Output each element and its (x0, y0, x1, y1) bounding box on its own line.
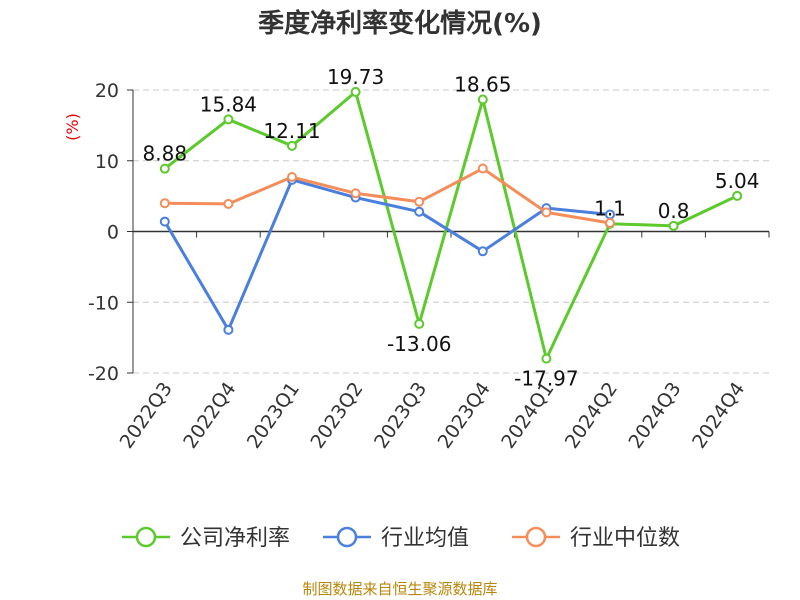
legend: 公司净利率 行业均值 行业中位数 (122, 526, 680, 551)
data-point (668, 220, 679, 231)
y-axis-label: (%) (63, 113, 82, 141)
x-tick-label: 2024Q3 (624, 378, 685, 452)
source-note: 制图数据来自恒生聚源数据库 (302, 580, 497, 598)
legend-label: 行业均值 (381, 526, 469, 551)
legend-label: 公司净利率 (180, 526, 290, 551)
x-tick-label: 2023Q2 (306, 378, 367, 452)
series-layer (159, 86, 743, 364)
legend-item[interactable]: 行业中位数 (512, 526, 680, 551)
legend-label: 行业中位数 (570, 526, 680, 551)
y-tick-label: -10 (88, 292, 119, 314)
data-point (477, 246, 488, 257)
data-point (159, 163, 170, 174)
data-point (223, 114, 234, 125)
series-0 (159, 86, 743, 364)
x-tick-label: 2023Q3 (370, 378, 431, 452)
x-tick-label: 2022Q4 (179, 378, 240, 452)
legend-marker (336, 526, 358, 548)
y-tick-label: 10 (95, 151, 119, 173)
x-tick-label: 2023Q1 (243, 378, 304, 452)
data-point (414, 196, 425, 207)
series-line (164, 167, 611, 225)
data-label: 8.88 (143, 142, 188, 166)
data-point (477, 163, 488, 174)
data-point (477, 94, 488, 105)
data-point (287, 172, 297, 183)
legend-item[interactable]: 公司净利率 (122, 526, 290, 551)
data-point (541, 353, 552, 364)
series-line (163, 90, 738, 361)
data-label: -13.06 (387, 332, 451, 356)
data-point (159, 216, 170, 227)
data-point (350, 86, 361, 97)
data-point (732, 190, 743, 201)
data-label: 5.04 (715, 169, 760, 193)
x-tick-label: 2023Q4 (434, 378, 495, 452)
data-point (159, 198, 170, 209)
data-point (414, 206, 425, 217)
y-tick-label: 0 (107, 222, 119, 244)
data-label: -17.97 (514, 367, 578, 391)
data-label: 15.84 (200, 92, 257, 116)
legend-marker (135, 526, 157, 548)
data-label: 12.11 (263, 119, 320, 143)
legend-marker (525, 526, 547, 548)
legend-item[interactable]: 行业均值 (323, 526, 469, 551)
data-point (605, 218, 615, 229)
x-tick-label: 2024Q4 (688, 378, 749, 452)
chart-title: 季度净利率变化情况(%) (258, 8, 542, 39)
series-line (163, 178, 611, 332)
data-point (350, 188, 361, 199)
data-point (414, 318, 425, 329)
series-2 (159, 163, 615, 229)
data-label: 1.1 (594, 197, 626, 221)
y-tick-label: -20 (88, 363, 119, 385)
data-point (223, 324, 234, 335)
data-point (541, 207, 552, 218)
data-point (223, 198, 234, 209)
data-label: 18.65 (454, 73, 511, 97)
data-label: 0.8 (658, 199, 690, 223)
data-label: 19.73 (327, 65, 384, 89)
data-point (287, 140, 297, 151)
x-tick-label: 2022Q3 (116, 378, 177, 452)
y-tick-label: 20 (95, 80, 119, 102)
